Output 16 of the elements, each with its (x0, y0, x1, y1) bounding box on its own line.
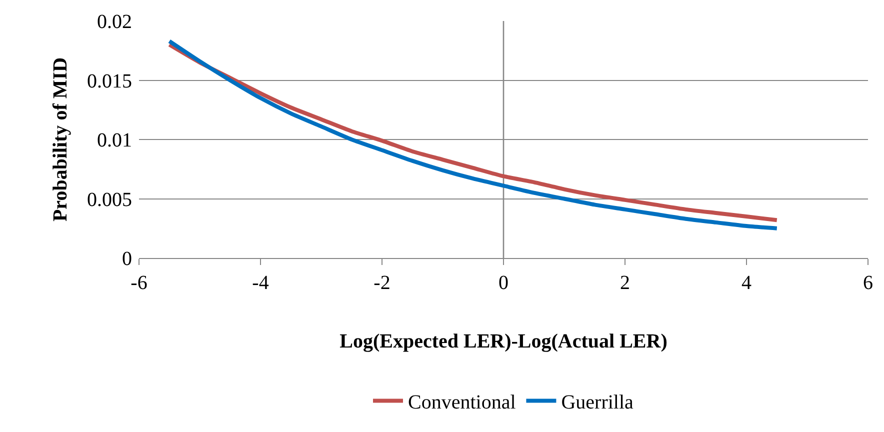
x-tick-label: -6 (130, 272, 148, 294)
x-axis-title: Log(Expected LER)-Log(Actual LER) (340, 330, 668, 353)
x-tick-label: -4 (252, 272, 269, 294)
legend-label: Guerrilla (561, 392, 634, 414)
x-tick-label: 4 (742, 272, 752, 294)
y-tick-label: 0.015 (87, 70, 132, 92)
y-tick-label: 0.01 (97, 130, 132, 152)
legend-label: Conventional (408, 392, 516, 414)
y-tick-label: 0.005 (87, 188, 132, 211)
x-tick-label: 0 (498, 272, 508, 294)
y-tick-label: 0 (122, 248, 132, 270)
y-tick-label: 0.02 (97, 11, 132, 33)
x-tick-label: -2 (374, 272, 390, 294)
y-axis-title: Probability of MID (50, 57, 72, 222)
x-tick-label: 6 (863, 272, 873, 294)
x-tick-label: 2 (620, 272, 630, 294)
